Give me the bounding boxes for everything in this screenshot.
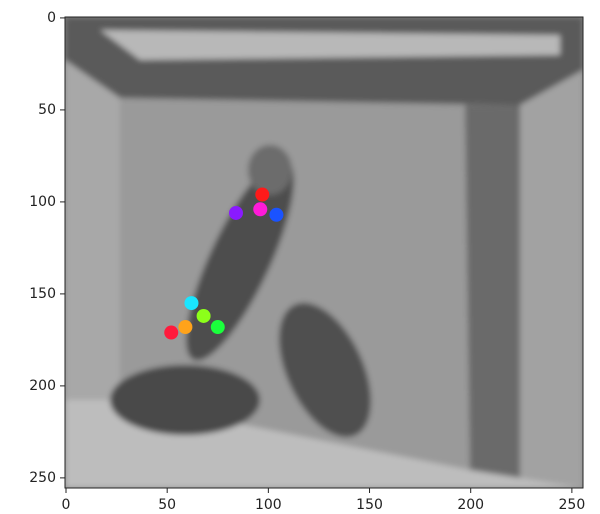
x-tick-label: 250 xyxy=(559,497,586,513)
x-tick-label: 150 xyxy=(356,497,383,513)
y-tick-label: 100 xyxy=(29,194,56,210)
keypoint xyxy=(228,205,243,220)
keypoint xyxy=(178,320,193,335)
x-tick-label: 200 xyxy=(457,497,484,513)
keypoint xyxy=(164,325,179,340)
y-tick-label: 50 xyxy=(38,102,56,118)
keypoint xyxy=(269,207,284,222)
y-tick-label: 250 xyxy=(29,470,56,486)
axes-frame xyxy=(64,16,584,489)
keypoint xyxy=(253,202,268,217)
y-tick-label: 150 xyxy=(29,286,56,302)
x-tick-label: 100 xyxy=(255,497,282,513)
x-tick-label: 50 xyxy=(158,497,176,513)
y-tick-label: 200 xyxy=(29,378,56,394)
keypoint xyxy=(210,320,225,335)
camera-image xyxy=(65,17,583,488)
y-tick-label: 0 xyxy=(47,10,56,26)
x-tick-label: 0 xyxy=(62,497,71,513)
keypoint xyxy=(255,187,270,202)
keypoint xyxy=(196,308,211,323)
keypoint xyxy=(184,296,199,311)
